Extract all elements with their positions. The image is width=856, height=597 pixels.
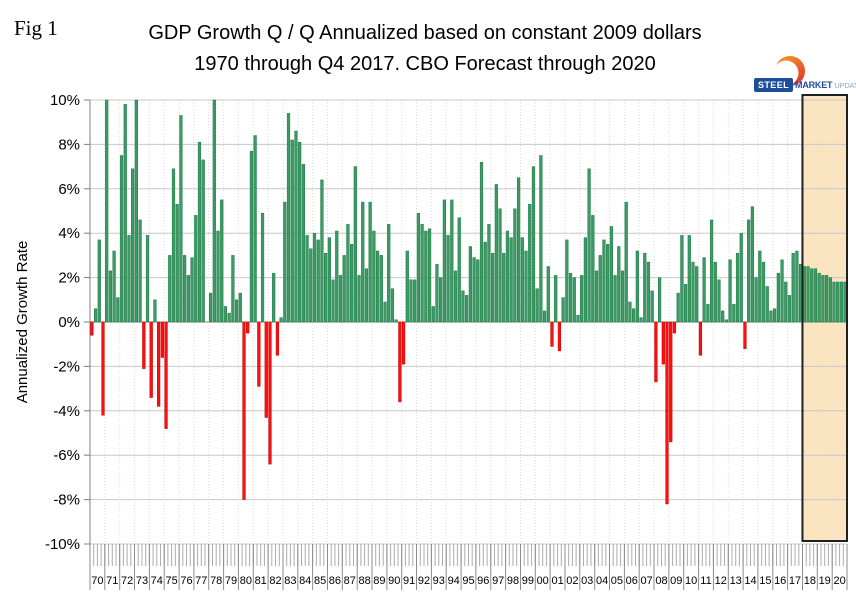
svg-text:0%: 0% [58, 314, 80, 331]
svg-text:90: 90 [388, 575, 400, 587]
svg-text:16: 16 [774, 575, 786, 587]
svg-text:02: 02 [566, 575, 578, 587]
svg-text:95: 95 [462, 575, 474, 587]
svg-text:01: 01 [551, 575, 563, 587]
svg-text:70: 70 [91, 575, 103, 587]
svg-text:84: 84 [299, 575, 311, 587]
svg-text:98: 98 [507, 575, 519, 587]
logo-steel-badge: STEEL [754, 78, 794, 92]
svg-text:09: 09 [670, 575, 682, 587]
svg-text:81: 81 [255, 575, 267, 587]
svg-text:75: 75 [165, 575, 177, 587]
svg-text:76: 76 [180, 575, 192, 587]
svg-text:88: 88 [358, 575, 370, 587]
svg-text:10: 10 [685, 575, 697, 587]
svg-text:99: 99 [522, 575, 534, 587]
svg-text:05: 05 [611, 575, 623, 587]
chart-title: GDP Growth Q / Q Annualized based on con… [80, 18, 770, 80]
svg-text:-10%: -10% [45, 536, 80, 553]
chart-title-line2: 1970 through Q4 2017. CBO Forecast throu… [194, 53, 656, 75]
svg-text:96: 96 [477, 575, 489, 587]
svg-text:83: 83 [284, 575, 296, 587]
svg-text:13: 13 [730, 575, 742, 587]
steel-market-update-logo: STEEL MARKET UPDATE [752, 54, 856, 94]
svg-text:73: 73 [136, 575, 148, 587]
svg-text:6%: 6% [58, 181, 80, 198]
svg-text:86: 86 [329, 575, 341, 587]
svg-text:08: 08 [655, 575, 667, 587]
svg-text:14: 14 [744, 575, 756, 587]
svg-text:18: 18 [804, 575, 816, 587]
svg-text:85: 85 [314, 575, 326, 587]
svg-text:07: 07 [640, 575, 652, 587]
svg-text:Annualized Growth Rate: Annualized Growth Rate [14, 241, 31, 404]
svg-text:93: 93 [433, 575, 445, 587]
svg-text:20: 20 [833, 575, 845, 587]
svg-text:74: 74 [151, 575, 163, 587]
svg-text:92: 92 [418, 575, 430, 587]
svg-text:11: 11 [700, 575, 711, 587]
svg-text:12: 12 [715, 575, 727, 587]
svg-text:87: 87 [344, 575, 356, 587]
svg-text:-8%: -8% [53, 492, 80, 509]
svg-text:19: 19 [819, 575, 831, 587]
svg-text:8%: 8% [58, 136, 80, 153]
logo-market-text: MARKET [795, 80, 833, 90]
chart-title-line1: GDP Growth Q / Q Annualized based on con… [148, 22, 702, 44]
svg-text:-6%: -6% [53, 447, 80, 464]
svg-text:04: 04 [596, 575, 608, 587]
svg-text:89: 89 [373, 575, 385, 587]
svg-text:17: 17 [789, 575, 801, 587]
svg-text:78: 78 [210, 575, 222, 587]
svg-text:10%: 10% [50, 92, 80, 109]
figure-number-label: Fig 1 [14, 16, 58, 40]
svg-text:4%: 4% [58, 225, 80, 242]
svg-text:2%: 2% [58, 270, 80, 287]
svg-text:82: 82 [269, 575, 281, 587]
svg-text:06: 06 [626, 575, 638, 587]
svg-text:-2%: -2% [53, 358, 80, 375]
logo-update-text: UPDATE [834, 80, 856, 90]
svg-text:94: 94 [448, 575, 460, 587]
svg-text:77: 77 [195, 575, 207, 587]
svg-text:72: 72 [121, 575, 133, 587]
svg-text:91: 91 [403, 575, 415, 587]
svg-text:00: 00 [537, 575, 549, 587]
svg-text:79: 79 [225, 575, 237, 587]
svg-text:80: 80 [240, 575, 252, 587]
svg-text:71: 71 [106, 575, 118, 587]
svg-text:-4%: -4% [53, 403, 80, 420]
svg-text:97: 97 [492, 575, 504, 587]
svg-text:15: 15 [759, 575, 771, 587]
svg-text:03: 03 [581, 575, 593, 587]
